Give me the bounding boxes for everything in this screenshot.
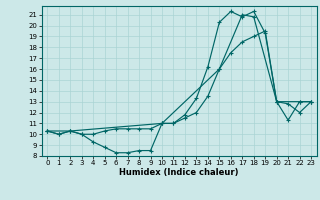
X-axis label: Humidex (Indice chaleur): Humidex (Indice chaleur) [119,168,239,177]
